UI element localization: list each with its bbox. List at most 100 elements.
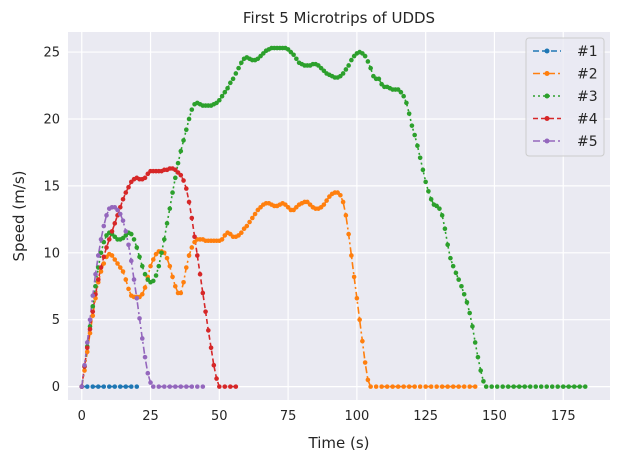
series-point-4	[87, 326, 93, 332]
series-point-3	[159, 250, 164, 256]
series-point-3	[156, 263, 162, 269]
series-point-5	[161, 384, 167, 389]
series-point-4	[192, 234, 197, 240]
series-point-2	[250, 215, 255, 221]
series-point-3	[494, 384, 500, 389]
series-line-5	[81, 206, 203, 388]
series-point-4	[197, 271, 203, 277]
series-point-3	[343, 67, 349, 72]
series-point-5	[195, 384, 200, 389]
series-point-2	[109, 253, 115, 258]
series-point-3	[404, 100, 409, 106]
series-point-2	[401, 384, 406, 389]
series-point-3	[172, 175, 178, 181]
series-point-2	[170, 274, 175, 280]
series-point-4	[112, 221, 118, 226]
series-point-2	[365, 377, 371, 383]
chart-title: First 5 Microtrips of UDDS	[243, 9, 435, 27]
series-point-5	[95, 253, 101, 258]
series-point-2	[123, 277, 129, 282]
series-point-3	[291, 52, 296, 58]
series-point-2	[379, 384, 384, 389]
series-point-3	[139, 263, 145, 269]
series-point-2	[456, 384, 461, 389]
series-point-2	[98, 269, 104, 274]
plot-background	[68, 32, 610, 400]
series-point-2	[252, 211, 258, 217]
series-point-2	[172, 283, 178, 289]
legend-marker-4	[544, 116, 550, 121]
series-point-3	[164, 221, 170, 226]
series-point-2	[239, 230, 244, 236]
series-point-5	[172, 384, 178, 389]
series-point-2	[87, 330, 93, 336]
series-point-4	[184, 186, 189, 191]
series-point-5	[128, 258, 134, 264]
series-point-3	[475, 354, 481, 360]
series-point-5	[120, 218, 126, 223]
series-point-3	[239, 60, 244, 66]
series-point-3	[566, 384, 572, 389]
series-point-3	[294, 56, 299, 62]
y-tick-labels: 0 5 10 15 20 25	[43, 46, 60, 396]
series-point-3	[500, 384, 506, 389]
y-tick-label: 5	[52, 313, 60, 328]
series-point-2	[340, 199, 346, 205]
series-point-3	[555, 384, 561, 389]
series-point-3	[459, 283, 464, 289]
series-point-4	[200, 290, 206, 296]
series-point-3	[153, 273, 159, 278]
series-point-5	[93, 271, 98, 277]
series-point-3	[128, 231, 134, 237]
series-point-2	[90, 313, 96, 318]
x-tick-label: 175	[551, 409, 576, 424]
series-point-2	[373, 384, 379, 389]
series-point-5	[84, 340, 90, 345]
series-point-2	[354, 295, 360, 301]
series-point-3	[184, 127, 189, 132]
legend-label-2: #2	[577, 67, 598, 83]
series-point-5	[115, 207, 120, 213]
series-point-2	[368, 384, 373, 389]
series-point-2	[164, 255, 170, 261]
series-point-2	[412, 384, 417, 389]
series-point-1	[95, 384, 101, 389]
series-point-3	[445, 242, 450, 248]
series-point-3	[442, 226, 448, 232]
series-point-5	[126, 242, 131, 248]
series-point-5	[167, 384, 173, 389]
series-point-3	[175, 160, 181, 166]
series-point-2	[434, 384, 439, 389]
series-point-2	[390, 384, 395, 389]
series-point-3	[376, 76, 382, 82]
series-point-2	[101, 261, 107, 266]
series-point-4	[222, 384, 228, 389]
series-point-2	[343, 213, 349, 218]
series-point-2	[126, 286, 131, 292]
series-line-3	[81, 47, 586, 388]
series-point-2	[167, 263, 173, 269]
series-point-4	[104, 245, 109, 250]
series-point-3	[426, 188, 431, 194]
series-point-2	[115, 261, 120, 266]
series-point-4	[90, 309, 96, 314]
series-point-4	[120, 196, 126, 202]
series-point-2	[439, 384, 445, 389]
series-point-4	[126, 184, 131, 190]
series-point-3	[439, 213, 445, 218]
series-point-2	[150, 257, 156, 262]
series-point-5	[137, 316, 142, 321]
series-point-5	[145, 370, 151, 376]
series-point-3	[560, 384, 566, 389]
series-point-5	[200, 384, 206, 389]
series-point-2	[445, 384, 450, 389]
series-point-3	[406, 111, 412, 116]
series-point-2	[423, 384, 428, 389]
series-point-5	[156, 384, 162, 389]
series-point-1	[128, 384, 134, 389]
series-point-3	[467, 310, 472, 316]
y-tick-label: 10	[43, 246, 60, 261]
series-point-3	[365, 59, 371, 64]
series-point-2	[349, 253, 354, 258]
